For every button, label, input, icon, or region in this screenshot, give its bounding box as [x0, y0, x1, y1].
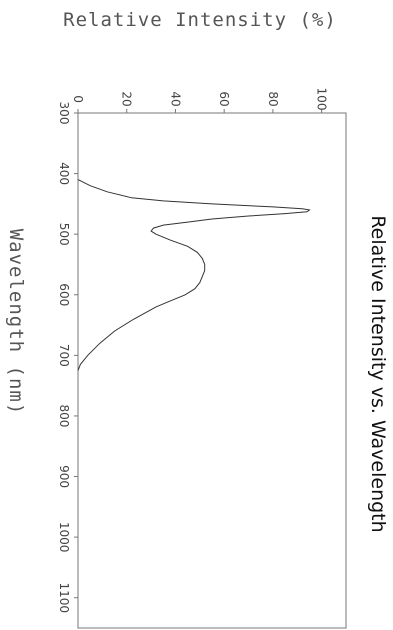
x-tick-label: 900	[57, 465, 71, 488]
y-tick-label: 0	[71, 95, 85, 103]
x-tick-label: 600	[57, 283, 71, 306]
x-tick-label: 300	[57, 102, 71, 125]
chart-title: Relative Intensity vs. Wavelength	[367, 215, 389, 532]
x-axis-label: Wavelength (nm)	[5, 229, 27, 416]
x-tick-label: 500	[57, 223, 71, 246]
y-tick-label: 60	[217, 91, 231, 106]
x-tick-label: 1100	[57, 582, 71, 613]
series-layer	[77, 179, 311, 371]
x-tick-label: 1000	[57, 522, 71, 553]
y-tick-label: 100	[315, 88, 329, 111]
x-tick-label: 700	[57, 344, 71, 367]
y-tick-label: 20	[120, 91, 134, 106]
y-axis-label: Relative Intensity (%)	[63, 9, 337, 31]
y-axis-ticks: 0 20 40 60 80 100	[71, 88, 329, 113]
y-tick-label: 80	[266, 91, 280, 106]
plot-frame	[77, 112, 347, 629]
x-tick-label: 400	[57, 162, 71, 185]
intensity-curve	[77, 179, 311, 371]
x-axis-ticks: 300 400 500 600 700 800 900 1000 1100	[57, 102, 78, 613]
x-tick-label: 800	[57, 404, 71, 427]
y-tick-label: 40	[168, 91, 182, 106]
